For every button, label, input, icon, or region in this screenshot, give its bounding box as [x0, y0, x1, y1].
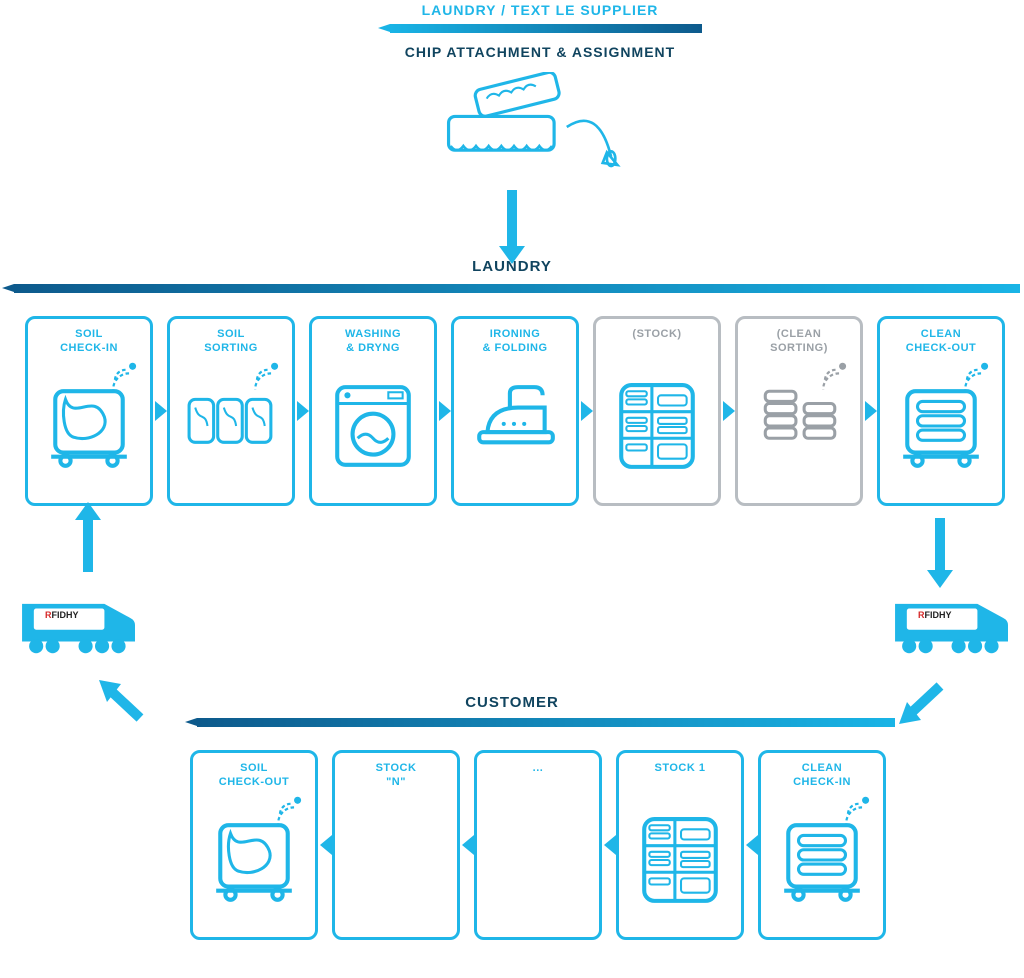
chip-label: CHIP ATTACHMENT & ASSIGNMENT: [378, 44, 702, 60]
card-stock-n: STOCK "N": [332, 750, 460, 940]
supplier-bar: [390, 24, 702, 33]
arrowhead-right-down: [927, 570, 953, 588]
arrow-left-up: [83, 518, 93, 572]
card-title: SOIL CHECK-IN: [60, 327, 118, 357]
step-chevron: [746, 835, 758, 855]
arrow-truck-right-down: [895, 678, 955, 728]
step-chevron: [155, 401, 167, 421]
step-chevron: [581, 401, 593, 421]
truck-left: RFIDHY: [15, 590, 135, 660]
truck-right: RFIDHY: [888, 590, 1008, 660]
card-title: CLEAN CHECK-OUT: [906, 327, 977, 357]
step-chevron: [865, 401, 877, 421]
arrow-right-down: [935, 518, 945, 572]
step-chevron: [320, 835, 332, 855]
card-soil-checkout: SOIL CHECK-OUT: [190, 750, 318, 940]
rfid-icon: [104, 361, 140, 391]
card-title: SOIL CHECK-OUT: [219, 761, 290, 791]
supplier-label: LAUNDRY / TEXT LE SUPPLIER: [378, 2, 702, 18]
rfid-icon: [246, 361, 282, 391]
card-title: STOCK "N": [376, 761, 417, 791]
card-title: STOCK 1: [655, 761, 706, 791]
shelf-icon: [623, 791, 737, 931]
card-clean-checkin: CLEAN CHECK-IN: [758, 750, 886, 940]
card-title: IRONING & FOLDING: [483, 327, 548, 357]
chip-attachment-icon: [438, 72, 628, 182]
card-soil-sorting: SOIL SORTING: [167, 316, 295, 506]
arrowhead-chip-to-laundry: [499, 246, 525, 264]
washer-icon: [316, 357, 430, 497]
card-soil-checkin: SOIL CHECK-IN: [25, 316, 153, 506]
card-washing: WASHING & DRYNG: [309, 316, 437, 506]
iron-icon: [458, 357, 572, 497]
card-title: SOIL SORTING: [204, 327, 258, 357]
arrow-chip-to-laundry: [507, 190, 517, 248]
arrowhead-left-up: [75, 502, 101, 520]
card-stock: (STOCK): [593, 316, 721, 506]
step-chevron: [462, 835, 474, 855]
card-title: WASHING & DRYNG: [345, 327, 401, 357]
rfid-icon: [956, 361, 992, 391]
card-title: CLEAN CHECK-IN: [793, 761, 851, 791]
rfid-icon: [837, 795, 873, 825]
card-title: ...: [533, 761, 544, 791]
card-stock-1: STOCK 1: [616, 750, 744, 940]
card-ironing: IRONING & FOLDING: [451, 316, 579, 506]
rfid-icon: [814, 361, 850, 391]
card-title: (CLEAN SORTING): [770, 327, 828, 357]
rfid-icon: [269, 795, 305, 825]
none-icon: [481, 791, 595, 931]
laundry-bar: [14, 284, 1020, 293]
card-clean-checkout: CLEAN CHECK-OUT: [877, 316, 1005, 506]
step-chevron: [723, 401, 735, 421]
card-dots: ...: [474, 750, 602, 940]
card-title: (STOCK): [632, 327, 681, 357]
step-chevron: [604, 835, 616, 855]
step-chevron: [439, 401, 451, 421]
card-clean-sorting: (CLEAN SORTING): [735, 316, 863, 506]
arrow-truck-left-up: [95, 678, 155, 728]
step-chevron: [297, 401, 309, 421]
customer-bar: [197, 718, 895, 727]
shelf-icon: [600, 357, 714, 497]
none-icon: [339, 791, 453, 931]
